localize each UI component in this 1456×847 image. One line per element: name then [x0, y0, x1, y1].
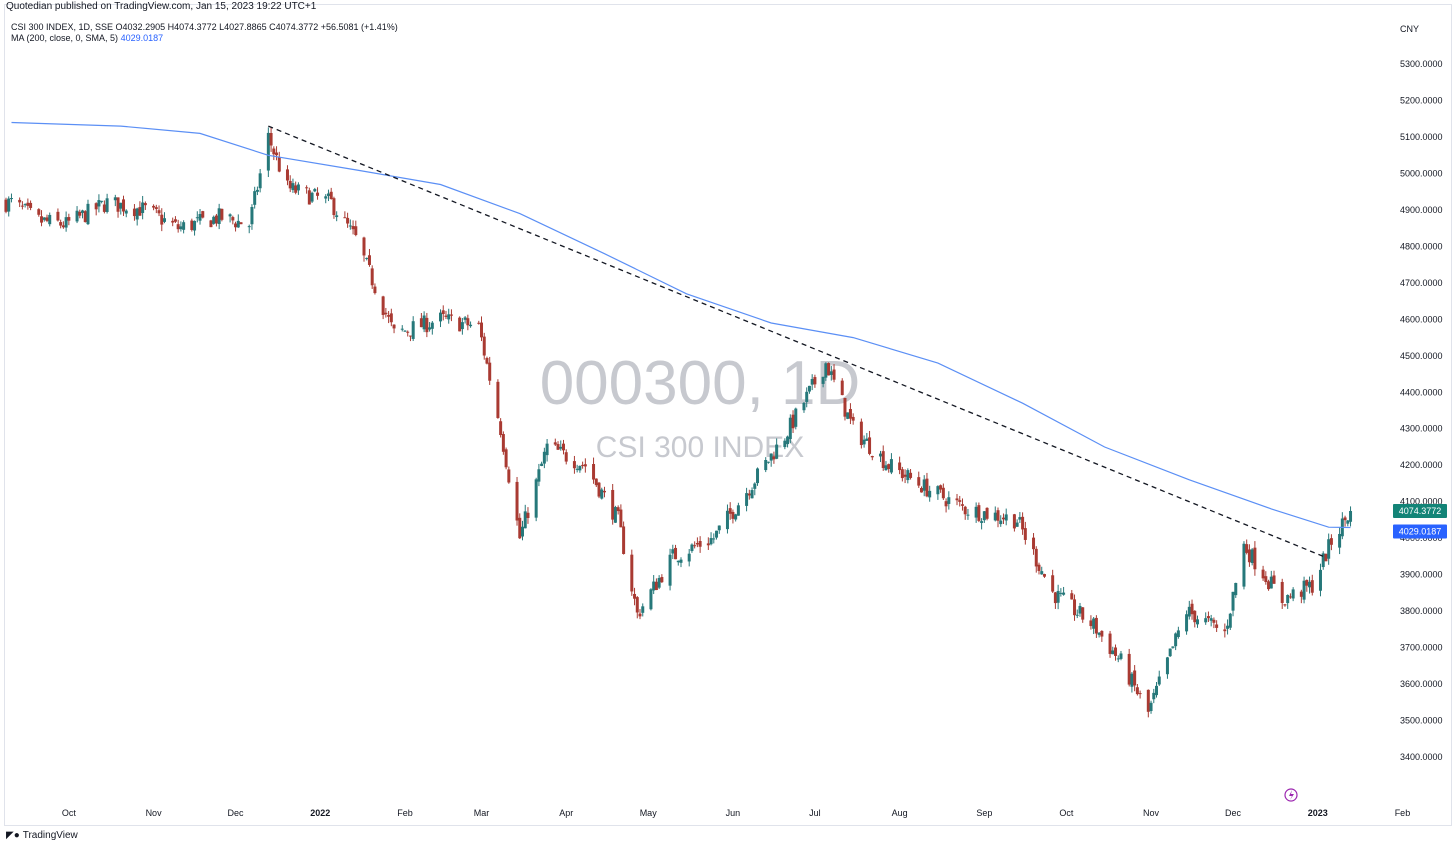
tradingview-footer: ◤● TradingView: [6, 830, 78, 841]
tradingview-logo-icon: ◤●: [6, 830, 20, 841]
symbol-legend[interactable]: CSI 300 INDEX, 1D, SSE O4032.2905 H4074.…: [11, 22, 398, 32]
ma-legend-value: 4029.0187: [120, 33, 164, 43]
footer-brand: TradingView: [22, 830, 78, 841]
publisher-line: Quotedian published on TradingView.com, …: [6, 1, 317, 12]
chart-frame: [4, 4, 1452, 826]
ma-legend-label: MA (200, close, 0, SMA, 5): [11, 33, 119, 43]
currency-label: CNY: [1400, 24, 1420, 34]
ma-legend[interactable]: MA (200, close, 0, SMA, 5) 4029.0187: [11, 33, 163, 43]
